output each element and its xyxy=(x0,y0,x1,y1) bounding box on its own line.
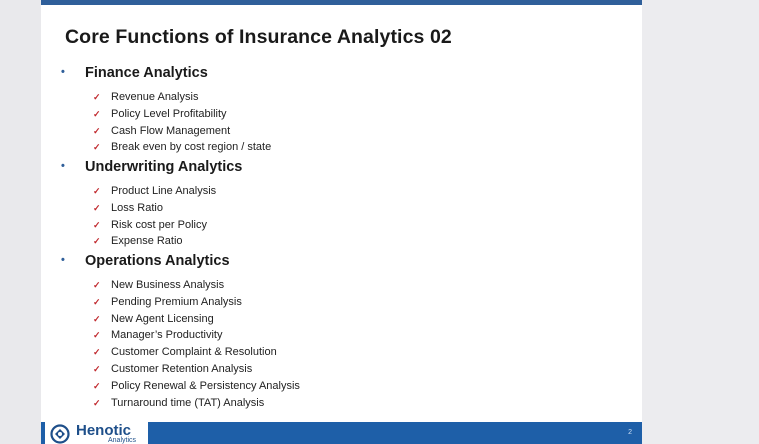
checkmark-icon: ✓ xyxy=(93,296,101,307)
list-item-label: Revenue Analysis xyxy=(111,91,199,103)
henotic-logo-icon xyxy=(50,424,70,444)
checkmark-icon: ✓ xyxy=(93,330,101,341)
underwriting-items-list: ✓ Product Line Analysis ✓ Loss Ratio ✓ Risk… xyxy=(93,183,216,250)
operations-items-list: ✓ New Business Analysis ✓ Pending Premium … xyxy=(93,277,300,411)
list-item: ✓ Policy Renewal & Persistency Analysis xyxy=(93,378,300,395)
slide-title: Core Functions of Insurance Analytics 02 xyxy=(65,26,452,48)
section-heading-label: Underwriting Analytics xyxy=(85,159,243,175)
checkmark-icon: ✓ xyxy=(93,202,101,213)
checkmark-icon: ✓ xyxy=(93,363,101,374)
checkmark-icon: ✓ xyxy=(93,186,101,196)
list-item: ✓ Turnaround time (TAT) Analysis xyxy=(93,395,300,412)
list-item: ✓ Product Line Analysis xyxy=(93,183,216,200)
checkmark-icon: ✓ xyxy=(93,236,101,247)
section-heading-operations: • Operations Analytics xyxy=(61,253,230,269)
list-item: ✓ New Agent Licensing xyxy=(93,311,300,328)
list-item: ✓ New Business Analysis xyxy=(93,277,300,294)
checkmark-icon: ✓ xyxy=(93,142,101,153)
list-item-label: Risk cost per Policy xyxy=(111,218,207,231)
checkmark-icon: ✓ xyxy=(93,280,101,290)
list-item-label: Policy Renewal & Persistency Analysis xyxy=(111,379,300,392)
checkmark-icon: ✓ xyxy=(93,397,101,408)
list-item-label: New Business Analysis xyxy=(111,279,225,291)
section-heading-finance: • Finance Analytics xyxy=(61,65,208,81)
bullet-dot-icon: • xyxy=(61,254,65,266)
finance-items-list: ✓ Revenue Analysis ✓ Policy Level Profitab… xyxy=(93,89,271,156)
list-item: ✓ Customer Complaint & Resolution xyxy=(93,344,300,361)
list-item: ✓ Customer Retention Analysis xyxy=(93,361,300,378)
list-item-label: Policy Level Profitability xyxy=(111,107,227,120)
footer-logo: Henotic Analytics xyxy=(45,421,148,444)
page-number: 2 xyxy=(628,429,632,436)
list-item: ✓ Cash Flow Management xyxy=(93,123,271,140)
checkmark-icon: ✓ xyxy=(93,347,101,358)
list-item-label: Manager’s Productivity xyxy=(111,329,223,342)
checkmark-icon: ✓ xyxy=(93,380,101,391)
logo-subtitle: Analytics xyxy=(108,437,137,444)
list-item: ✓ Loss Ratio xyxy=(93,200,216,217)
checkmark-icon: ✓ xyxy=(93,313,101,324)
checkmark-icon: ✓ xyxy=(93,219,101,230)
list-item-label: Break even by cost region / state xyxy=(111,141,272,154)
footer-bar xyxy=(41,422,642,444)
logo-name: Henotic xyxy=(76,422,132,439)
section-heading-label: Operations Analytics xyxy=(85,253,230,269)
side-panel xyxy=(642,0,759,444)
list-item-label: New Agent Licensing xyxy=(111,312,214,325)
section-heading-underwriting: • Underwriting Analytics xyxy=(61,159,242,175)
list-item-label: Customer Complaint & Resolution xyxy=(111,346,277,359)
checkmark-icon: ✓ xyxy=(93,108,101,119)
list-item-label: Expense Ratio xyxy=(111,235,183,248)
section-heading-label: Finance Analytics xyxy=(85,65,208,81)
list-item: ✓ Expense Ratio xyxy=(93,233,216,250)
list-item: ✓ Break even by cost region / state xyxy=(93,139,271,156)
list-item: ✓ Revenue Analysis xyxy=(93,89,271,106)
list-item: ✓ Policy Level Profitability xyxy=(93,106,271,123)
slide: Core Functions of Insurance Analytics 02… xyxy=(41,0,642,444)
slide-top-bar xyxy=(41,0,642,5)
list-item: ✓ Risk cost per Policy xyxy=(93,217,216,234)
bullet-dot-icon: • xyxy=(61,160,65,172)
list-item-label: Loss Ratio xyxy=(111,201,163,214)
list-item-label: Cash Flow Management xyxy=(111,124,231,137)
checkmark-icon: ✓ xyxy=(93,125,101,136)
list-item: ✓ Manager’s Productivity xyxy=(93,327,300,344)
list-item-label: Turnaround time (TAT) Analysis xyxy=(111,396,265,409)
list-item-label: Pending Premium Analysis xyxy=(111,295,242,308)
checkmark-icon: ✓ xyxy=(93,92,101,102)
list-item-label: Product Line Analysis xyxy=(111,185,217,197)
bullet-dot-icon: • xyxy=(61,66,65,78)
list-item-label: Customer Retention Analysis xyxy=(111,362,253,375)
list-item: ✓ Pending Premium Analysis xyxy=(93,294,300,311)
